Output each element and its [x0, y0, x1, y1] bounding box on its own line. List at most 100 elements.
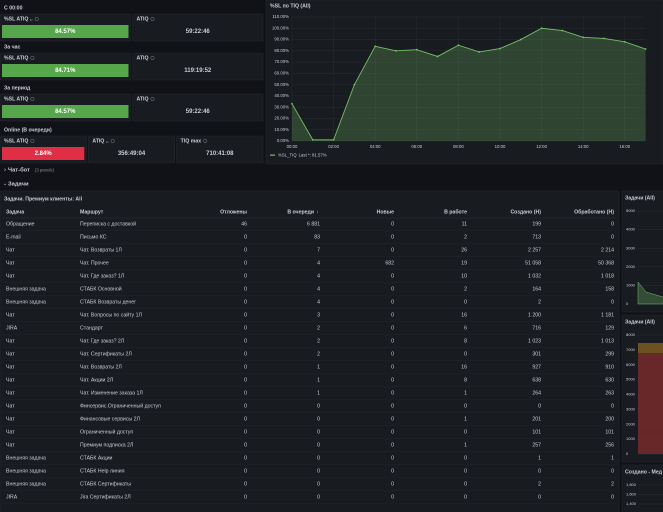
table-cell: 0 [391, 299, 394, 305]
side-tick-label: 3000 [626, 406, 636, 411]
table-cell: 0 [244, 364, 247, 370]
table-cell: 0 [317, 468, 320, 474]
table-cell: 0 [391, 403, 394, 409]
y-tick-label: 70.00% [274, 59, 289, 64]
table-cell: 299 [605, 351, 614, 357]
column-header[interactable]: В очереди [287, 209, 314, 215]
panel [0, 190, 620, 512]
column-header[interactable]: Отложены [220, 209, 247, 215]
sort-icon: ↓ [316, 209, 318, 214]
table-cell: 1 013 [601, 338, 614, 344]
y-tick-label: 20.00% [274, 116, 289, 121]
x-tick-label: 10:00 [495, 144, 506, 149]
panel [176, 135, 264, 164]
y-tick-label: 110.00% [272, 14, 289, 19]
stat-value: 84.57% [55, 109, 76, 115]
series-line [291, 27, 646, 141]
section-title: За час [4, 44, 20, 50]
table-cell: Чат. Возвраты 1Л [80, 247, 122, 253]
series-point [644, 48, 647, 50]
info-icon [30, 139, 35, 143]
table-cell: 1 032 [528, 273, 541, 279]
table-cell: 0 [538, 403, 541, 409]
section-title: За период [4, 85, 31, 91]
series-point [374, 45, 377, 48]
stat-bar [2, 105, 129, 118]
table-cell: Чат [6, 377, 15, 383]
x-tick-label: 04:00 [370, 144, 381, 149]
x-tick-label: 12:00 [536, 144, 547, 149]
stat-title: ATIQ [137, 16, 149, 22]
column-header[interactable]: Новые [377, 209, 395, 215]
column-header[interactable]: Задача [6, 209, 24, 215]
column-header[interactable]: Обработано (Н) [574, 208, 614, 215]
table-cell: 0 [391, 234, 394, 240]
table-cell: 301 [532, 351, 541, 357]
series-point [561, 29, 564, 32]
stat-value: 119:19:52 [184, 68, 212, 74]
table-cell: 16 [461, 312, 467, 318]
table-cell: 927 [532, 364, 541, 370]
row-title[interactable]: Чат-бот [8, 167, 30, 174]
series-point [499, 47, 501, 50]
side-panel-title: Задачи (All) [625, 195, 655, 201]
row-arrow[interactable]: › [4, 168, 6, 174]
y-tick-label: 80.00% [274, 48, 289, 53]
table-cell: 0 [391, 221, 394, 227]
table-cell: Внешняя задача [6, 286, 46, 292]
table-cell: 16 [461, 364, 467, 370]
table-cell: 0 [391, 325, 394, 331]
table-cell: E-mail [6, 234, 21, 240]
table-cell: 0 [244, 494, 247, 500]
table-cell: 2 [538, 299, 541, 305]
row-title[interactable]: Задачи [8, 182, 29, 188]
column-header[interactable]: Маршрут [80, 209, 104, 215]
table-cell: 201 [532, 416, 541, 422]
table-cell: 1 200 [528, 312, 541, 318]
table-cell: 0 [391, 455, 394, 461]
table-cell: 1 [611, 455, 614, 461]
table-cell: Чат [6, 364, 15, 370]
table-cell: 0 [464, 299, 467, 305]
section-title: Online (В очереди) [4, 127, 52, 133]
info-icon [110, 139, 115, 143]
table-cell: 0 [611, 403, 614, 409]
table-cell: 199 [532, 221, 541, 227]
y-tick-label: 60.00% [274, 71, 289, 76]
table-cell: 2 257 [528, 247, 541, 253]
series-point [332, 138, 335, 141]
table-cell: 0 [391, 312, 394, 318]
table-cell: 101 [532, 429, 541, 435]
table-cell: 3 [317, 312, 320, 318]
table-cell: Чат. Акции 2Л [80, 377, 113, 383]
table-cell: 0 [464, 455, 467, 461]
table-cell: 0 [244, 377, 247, 383]
table-cell: Чат [6, 429, 15, 435]
side-area [638, 343, 663, 353]
table-cell: 0 [464, 481, 467, 487]
table-cell: Чат [6, 403, 15, 409]
series-point [311, 138, 314, 141]
column-header[interactable]: В работе [444, 208, 467, 215]
row-note: (3 panels) [35, 168, 55, 173]
table-cell: 0 [391, 494, 394, 500]
side-tick-label: 2000 [626, 264, 636, 269]
side-tick-label: 0 [626, 301, 629, 306]
column-header[interactable]: Создано (Н) [510, 209, 541, 215]
table-cell: 1 [317, 364, 320, 370]
table-cell: 0 [391, 442, 394, 448]
table-cell: Чат [6, 260, 15, 266]
row-arrow[interactable]: ⌄ [3, 181, 7, 187]
side-tick-label: 8000 [626, 332, 636, 337]
table-cell: Финсервис.Ограниченный доступ [80, 402, 161, 409]
table-cell: 910 [605, 364, 614, 370]
table-cell: 2 [464, 234, 467, 240]
table-cell: Внешняя задача [6, 299, 46, 305]
table-cell: 0 [244, 260, 247, 266]
table-cell: 0 [317, 403, 320, 409]
table-cell: 0 [244, 325, 247, 331]
table-cell: 0 [538, 494, 541, 500]
table-cell: 2 214 [601, 247, 614, 253]
table-cell: Стандарт [80, 325, 103, 331]
table-cell: 11 [462, 221, 467, 227]
